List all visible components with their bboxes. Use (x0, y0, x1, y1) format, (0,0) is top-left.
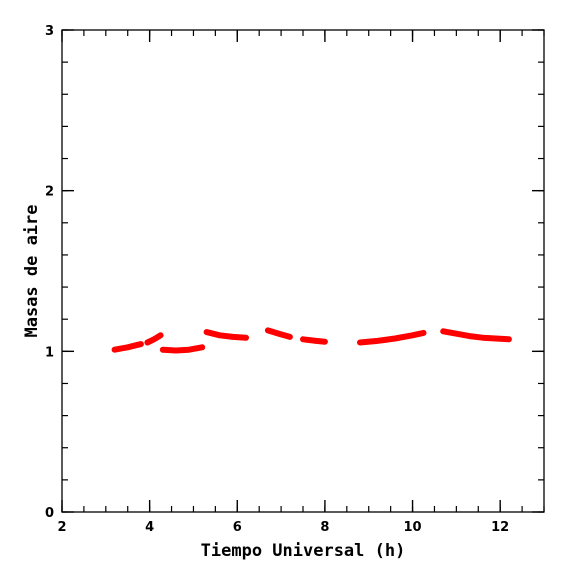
airmass-segment (111, 341, 144, 353)
airmass-segment (300, 336, 328, 345)
y-tick-labels: 0 1 2 3 (45, 24, 54, 521)
x-tick-labels: 2 4 6 8 10 12 (57, 520, 509, 535)
airmass-segment (144, 332, 164, 346)
y-tick-label: 3 (45, 24, 54, 39)
x-tick-label: 2 (57, 520, 66, 535)
x-tick-label: 8 (320, 520, 329, 535)
airmass-segment (440, 328, 512, 343)
airmass-segment (203, 329, 249, 341)
plot-frame (61, 29, 545, 513)
x-tick-label: 6 (233, 520, 242, 535)
y-tick-label: 2 (45, 185, 54, 200)
y-tick-label: 0 (45, 506, 54, 521)
x-axis-label: Tiempo Universal (h) (201, 541, 406, 561)
x-tick-label: 4 (145, 520, 154, 535)
minor-ticks (61, 29, 545, 513)
airmass-segment (159, 344, 206, 354)
airmass-segment (264, 327, 293, 340)
y-tick-label: 1 (45, 345, 54, 360)
airmass-series (111, 327, 512, 354)
major-ticks (61, 29, 544, 513)
y-axis-label: Masas de aire (22, 204, 42, 337)
x-tick-label: 12 (491, 520, 509, 535)
x-tick-label: 10 (403, 520, 421, 535)
airmass-segment (357, 329, 427, 346)
